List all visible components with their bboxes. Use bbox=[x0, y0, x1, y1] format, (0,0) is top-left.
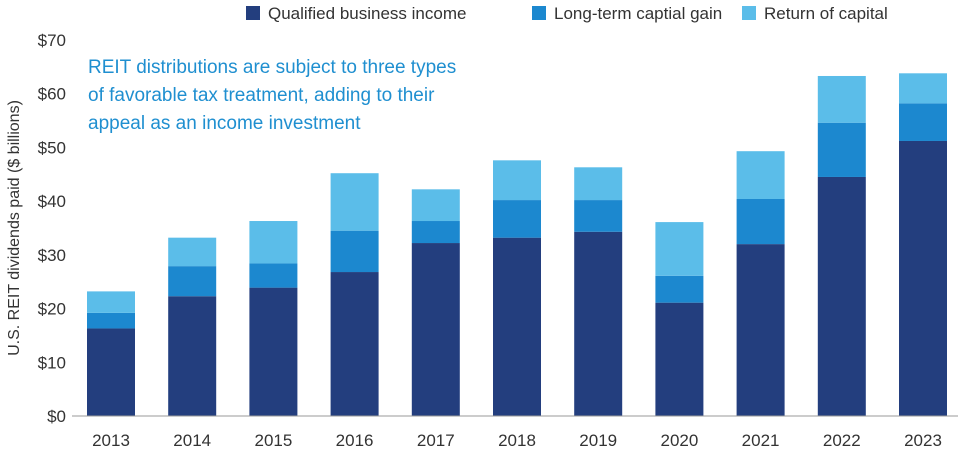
y-tick-label: $30 bbox=[38, 246, 66, 265]
y-axis-label: U.S. REIT dividends paid ($ billions) bbox=[6, 100, 23, 356]
legend-label: Qualified business income bbox=[268, 4, 466, 23]
x-tick-label: 2022 bbox=[823, 431, 861, 450]
bar-segment bbox=[736, 151, 785, 199]
x-tick-label: 2018 bbox=[498, 431, 536, 450]
y-tick-label: $50 bbox=[38, 138, 66, 157]
bar-segment bbox=[817, 176, 866, 416]
bar-segment bbox=[736, 198, 785, 245]
bar-segment bbox=[87, 291, 135, 313]
annotation: REIT distributions are subject to three … bbox=[88, 57, 456, 134]
bar-segment bbox=[249, 221, 298, 264]
bar-segment bbox=[817, 122, 866, 177]
annotation-line: REIT distributions are subject to three … bbox=[88, 57, 456, 78]
bar-segment bbox=[411, 221, 460, 244]
legend-swatch bbox=[246, 6, 260, 20]
x-tick-label: 2023 bbox=[904, 431, 942, 450]
legend-item: Long-term captial gain bbox=[532, 4, 722, 23]
y-tick-label: $70 bbox=[38, 31, 66, 50]
bar-segment bbox=[493, 237, 541, 416]
bar-segment bbox=[899, 103, 947, 141]
y-tick-label: $60 bbox=[38, 85, 66, 104]
bar-segment bbox=[899, 73, 947, 104]
legend: Qualified business income Long-term capti… bbox=[246, 4, 888, 23]
bar-segment bbox=[736, 244, 785, 416]
bar-segment bbox=[411, 189, 460, 222]
x-tick-label: 2021 bbox=[742, 431, 780, 450]
bar-segment bbox=[655, 222, 704, 276]
bar-segment bbox=[249, 287, 298, 416]
x-axis-ticks: 2013 2014 2015 2016 2017 2018 2019 2020 2021 2022… bbox=[92, 431, 942, 450]
bar-segment bbox=[574, 231, 623, 416]
legend-swatch bbox=[742, 6, 756, 20]
x-tick-label: 2014 bbox=[173, 431, 211, 450]
x-tick-label: 2020 bbox=[660, 431, 698, 450]
legend-label: Long-term captial gain bbox=[554, 4, 722, 23]
bar-segment bbox=[574, 167, 623, 201]
legend-label: Return of capital bbox=[764, 4, 888, 23]
bar-segment bbox=[168, 237, 217, 267]
y-tick-label: $0 bbox=[47, 407, 66, 426]
x-tick-label: 2017 bbox=[417, 431, 455, 450]
bar-segment bbox=[330, 230, 379, 273]
y-axis-ticks: $0 $10 $20 $30 $40 $50 $60 $70 bbox=[38, 31, 66, 426]
bar-segment bbox=[574, 200, 623, 232]
legend-item: Qualified business income bbox=[246, 4, 466, 23]
bars bbox=[87, 73, 947, 417]
bar-segment bbox=[168, 296, 217, 416]
bar-segment bbox=[330, 272, 379, 416]
bar-segment bbox=[87, 312, 135, 329]
bar-segment bbox=[817, 75, 866, 123]
x-tick-label: 2013 bbox=[92, 431, 130, 450]
bar-segment bbox=[493, 160, 541, 201]
x-tick-label: 2015 bbox=[254, 431, 292, 450]
bar-segment bbox=[899, 140, 947, 417]
x-tick-label: 2016 bbox=[336, 431, 374, 450]
y-tick-label: $40 bbox=[38, 192, 66, 211]
annotation-line: appeal as an income investment bbox=[88, 113, 361, 134]
bar-segment bbox=[249, 263, 298, 288]
bar-segment bbox=[330, 173, 379, 231]
bar-segment bbox=[411, 243, 460, 416]
y-tick-label: $10 bbox=[38, 353, 66, 372]
y-tick-label: $20 bbox=[38, 300, 66, 319]
bar-segment bbox=[87, 328, 135, 416]
bar-segment bbox=[493, 200, 541, 238]
x-tick-label: 2019 bbox=[579, 431, 617, 450]
bar-segment bbox=[655, 275, 704, 303]
bar-segment bbox=[168, 266, 217, 297]
legend-item: Return of capital bbox=[742, 4, 888, 23]
bar-segment bbox=[655, 302, 704, 416]
legend-swatch bbox=[532, 6, 546, 20]
annotation-line: of favorable tax treatment, adding to th… bbox=[88, 85, 435, 106]
